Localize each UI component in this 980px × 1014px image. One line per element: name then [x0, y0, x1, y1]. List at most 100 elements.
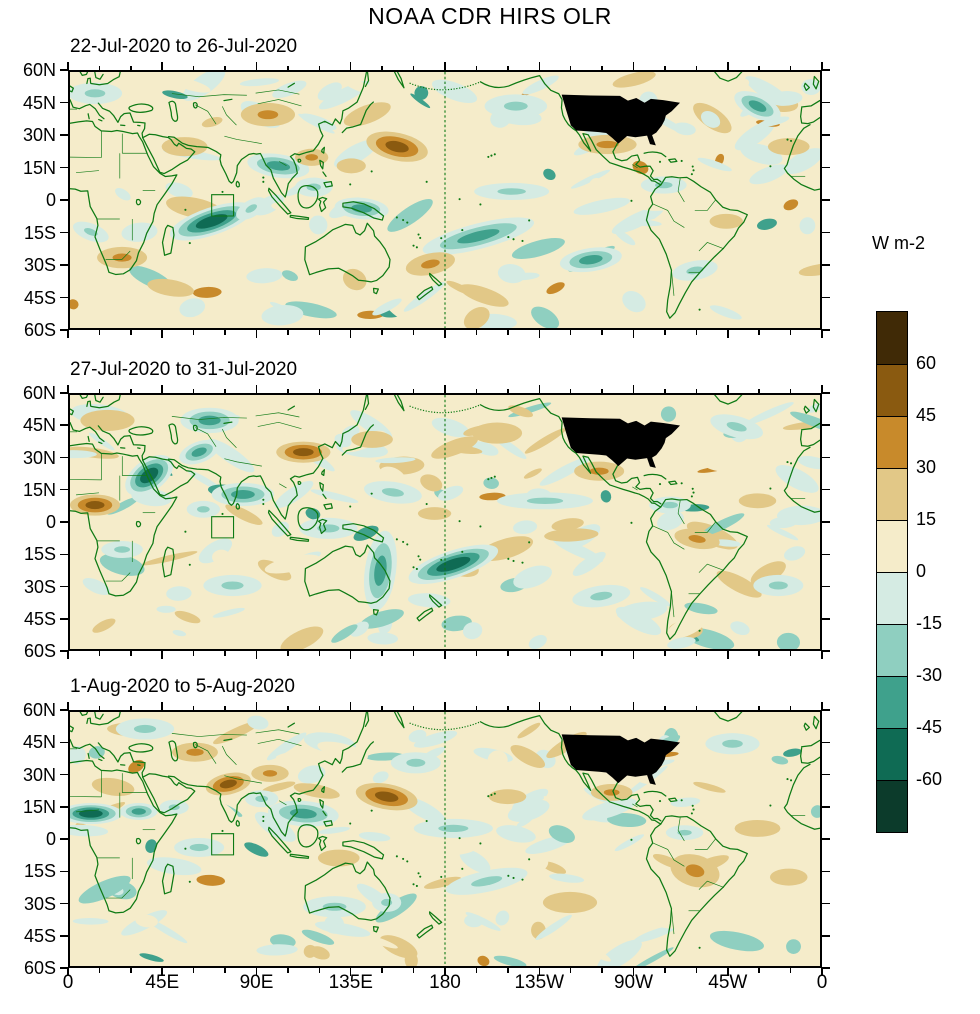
axis-tick — [727, 330, 729, 338]
axis-tick — [349, 330, 352, 338]
island-dots — [184, 138, 793, 311]
colorbar — [876, 311, 908, 833]
axis-tick — [349, 702, 352, 710]
axis-tick — [601, 330, 603, 335]
axis-tick — [821, 702, 823, 710]
axis-tick — [224, 65, 226, 70]
lat-tick-label: 15N — [22, 157, 56, 178]
axis-tick — [60, 134, 68, 136]
axis-tick — [632, 968, 635, 976]
axis-tick — [664, 651, 666, 656]
axis-tick — [381, 65, 383, 70]
axis-tick — [192, 705, 195, 710]
axis-tick — [632, 651, 635, 659]
axis-tick — [255, 385, 258, 393]
panel-title: 22-Jul-2020 to 26-Jul-2020 — [70, 36, 298, 57]
colorbar-segment — [877, 416, 907, 468]
axis-tick — [821, 968, 823, 976]
axis-tick — [727, 968, 729, 976]
axis-tick — [67, 968, 69, 976]
axis-tick — [161, 968, 163, 976]
coastlines — [70, 712, 820, 956]
axis-tick — [412, 651, 415, 656]
colorbar-unit-label: W m-2 — [872, 233, 925, 253]
axis-tick — [192, 388, 195, 393]
axis-tick — [601, 651, 603, 656]
axis-tick — [538, 385, 541, 393]
lat-tick-label: 0 — [45, 190, 56, 210]
axis-tick — [822, 521, 830, 523]
country-borders — [70, 90, 805, 296]
lat-tick-label: 0 — [45, 512, 56, 532]
axis-tick — [349, 968, 352, 976]
axis-tick — [444, 968, 446, 976]
axis-tick — [60, 870, 68, 873]
axis-tick — [349, 651, 352, 659]
colorbar-tick-label: 60 — [916, 353, 937, 373]
axis-tick — [507, 330, 509, 335]
axis-tick — [60, 806, 68, 808]
country-borders — [70, 730, 805, 934]
lat-tick-label: 30N — [22, 125, 56, 145]
axis-tick — [822, 231, 830, 234]
axis-tick — [569, 651, 572, 656]
aleutian-islands-dotted — [410, 722, 481, 730]
axis-tick — [67, 651, 69, 659]
axis-tick — [60, 618, 68, 620]
lat-tick-label: 60S — [23, 320, 56, 340]
axis-tick — [475, 651, 478, 656]
panel-title: 27-Jul-2020 to 31-Jul-2020 — [70, 359, 298, 380]
axis-tick — [161, 651, 163, 659]
axis-tick — [130, 968, 132, 973]
axis-tick — [822, 329, 830, 331]
axis-tick — [695, 705, 698, 710]
axis-tick — [569, 705, 572, 710]
axis-tick — [412, 65, 415, 70]
axis-tick — [538, 330, 541, 338]
axis-tick — [224, 968, 226, 973]
lat-tick-label: 30N — [22, 764, 56, 785]
aleutian-islands-dotted — [410, 82, 481, 90]
axis-tick — [821, 330, 823, 338]
axis-tick — [161, 62, 163, 70]
axis-tick — [60, 773, 68, 776]
axis-tick — [664, 705, 666, 710]
lon-tick-label: 90W — [613, 972, 654, 993]
lat-tick-label: 60N — [22, 60, 56, 80]
country-borders — [70, 413, 805, 617]
axis-tick — [475, 65, 478, 70]
map-panel — [68, 710, 822, 968]
axis-tick — [822, 392, 830, 394]
axis-tick — [130, 65, 132, 70]
axis-tick — [822, 773, 830, 776]
axis-tick — [67, 330, 69, 338]
axis-tick — [821, 62, 823, 70]
axis-tick — [822, 935, 830, 937]
axis-tick — [632, 385, 635, 393]
axis-tick — [664, 65, 666, 70]
axis-tick — [444, 385, 446, 393]
axis-tick — [98, 968, 101, 973]
colorbar-segment — [877, 728, 907, 780]
axis-tick — [224, 651, 226, 656]
axis-tick — [60, 650, 68, 652]
aleutian-islands-dotted — [410, 405, 481, 413]
axis-tick — [822, 166, 830, 169]
axis-tick — [444, 62, 446, 70]
axis-tick — [60, 553, 68, 556]
axis-tick — [60, 231, 68, 234]
axis-tick — [67, 62, 69, 70]
coastlines — [70, 395, 820, 639]
axis-tick — [381, 651, 383, 656]
axis-tick — [632, 702, 635, 710]
axis-tick — [98, 705, 101, 710]
axis-tick — [789, 330, 792, 335]
axis-tick — [224, 388, 226, 393]
axis-tick — [569, 388, 572, 393]
axis-tick — [60, 424, 68, 426]
missing-data-united-states — [561, 734, 680, 785]
lat-tick-label: 60S — [23, 958, 56, 978]
lat-tick-label: 15S — [23, 544, 56, 565]
axis-tick — [287, 968, 289, 973]
axis-tick — [255, 330, 258, 338]
